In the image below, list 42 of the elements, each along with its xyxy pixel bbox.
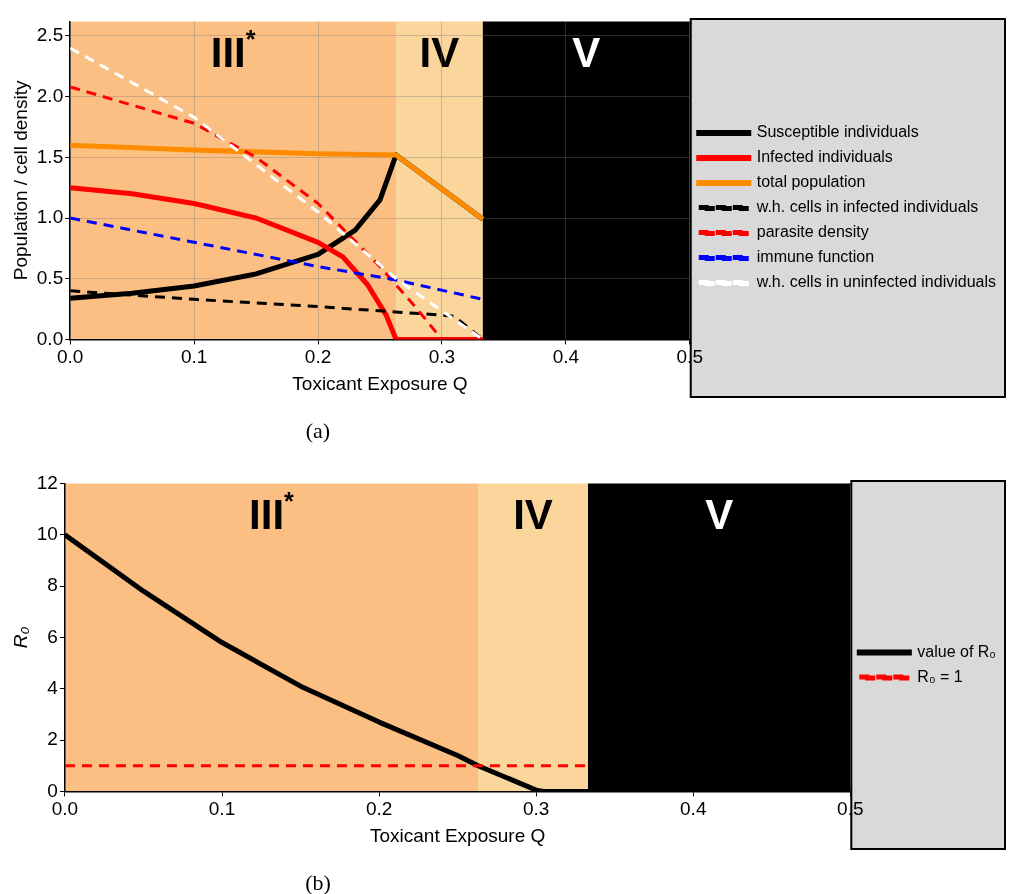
legend-label: Infected individuals	[756, 148, 893, 166]
y-tick-label: 2	[47, 728, 58, 750]
legend-label: parasite density	[756, 223, 869, 241]
x-axis-title: Toxicant Exposure Q	[369, 824, 546, 846]
y-tick-label: 1.5	[36, 145, 64, 167]
x-tick-label: 0.4	[552, 346, 580, 368]
x-tick-label: 0.4	[680, 798, 707, 820]
x-tick-label: 0.1	[208, 798, 236, 820]
y-tick-label: 8	[47, 574, 58, 596]
y-tick-label: 2.0	[36, 84, 64, 106]
legend-label: Susceptible individuals	[756, 123, 919, 141]
y-tick-label: 0.0	[36, 327, 64, 349]
band-label: V	[705, 490, 734, 538]
y-tick-label: 6	[47, 625, 58, 647]
y-tick-label: 2.5	[36, 24, 64, 46]
x-tick-label: 0.2	[304, 346, 332, 368]
x-tick-label: 0.2	[365, 798, 393, 820]
legend-label: w.h. cells in uninfected individuals	[755, 273, 996, 291]
band-label: IV	[513, 490, 553, 538]
band-label: IV	[419, 28, 460, 76]
x-tick-label: 0.1	[180, 346, 208, 368]
band-label: III*	[249, 486, 295, 538]
y-tick-label: 0	[47, 779, 58, 801]
legend-label: w.h. cells in infected individuals	[755, 198, 979, 216]
x-tick-label: 0.3	[428, 346, 456, 368]
y-tick-label: 12	[36, 471, 58, 493]
band-label: V	[572, 28, 601, 76]
y-tick-label: 1.0	[36, 206, 64, 228]
y-tick-label: 4	[47, 676, 59, 698]
legend-label: immune function	[756, 248, 875, 266]
y-tick-label: 0.5	[36, 266, 64, 288]
text: (b)	[304, 869, 332, 894]
x-axis-title: Toxicant Exposure Q	[292, 372, 468, 394]
band-label: III*	[210, 24, 256, 76]
y-tick-label: 10	[36, 522, 58, 544]
y-axis-title: R₀	[9, 626, 31, 649]
x-tick-label: 0.3	[522, 798, 550, 820]
legend-label: R₀ = 1	[917, 667, 963, 685]
legend-label: total population	[756, 173, 866, 191]
y-axis-title: Population / cell density	[9, 80, 31, 281]
legend-label: value of R₀	[917, 642, 997, 660]
text: (a)	[304, 417, 332, 445]
